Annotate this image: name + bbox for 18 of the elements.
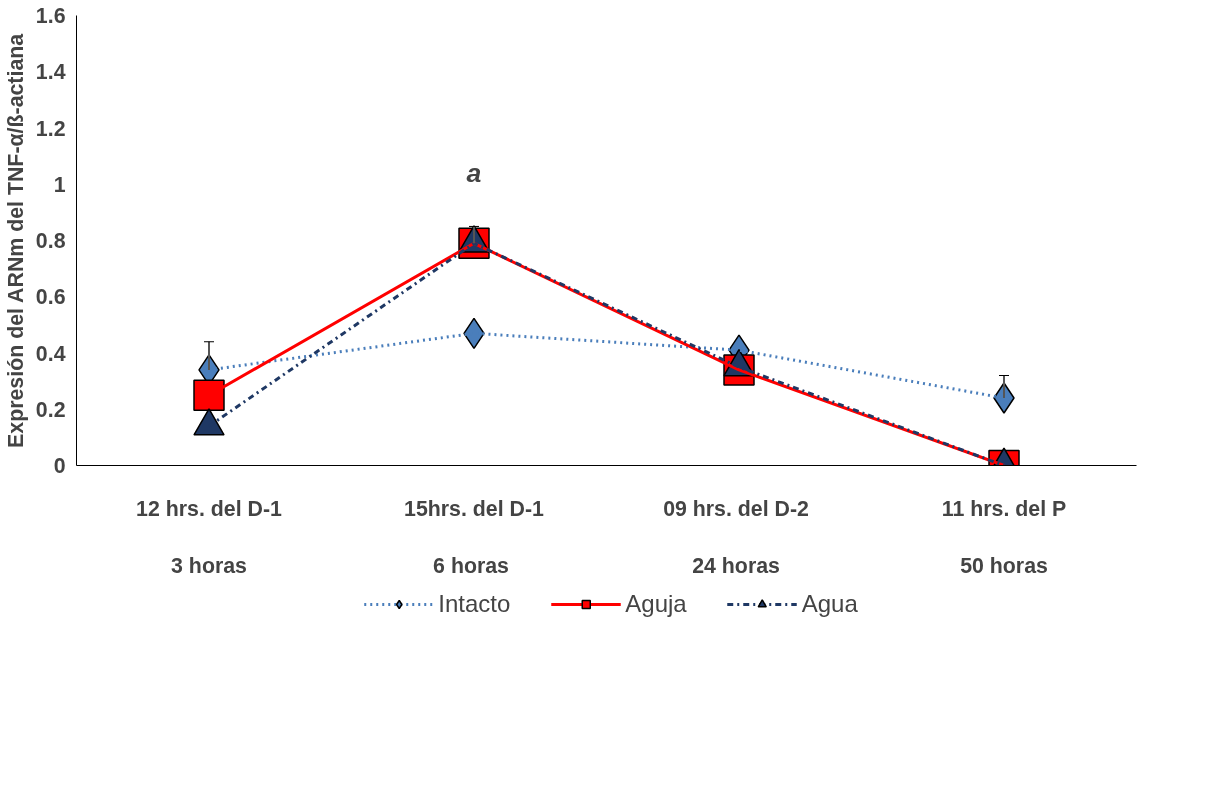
- y-tick-label: 0.8: [35, 229, 66, 253]
- legend-label: Agua: [801, 589, 858, 618]
- annotation: a: [466, 158, 482, 189]
- category-label: 15hrs. del D-1 6 horas: [404, 496, 544, 579]
- y-tick-label: 1: [53, 172, 66, 197]
- legend-label: Aguja: [625, 589, 687, 618]
- y-tick-label: 1.2: [35, 116, 66, 141]
- y-tick-label: 1.6: [35, 4, 66, 28]
- category-label: 12 hrs. del D-1 3 horas: [136, 496, 282, 579]
- y-tick-label: 1.4: [35, 60, 66, 85]
- y-tick-label: 0: [53, 454, 66, 478]
- y-tick-label: 0.6: [35, 285, 66, 310]
- y-tick-label: 0.4: [35, 341, 66, 366]
- legend-label: Intacto: [438, 589, 511, 618]
- category-label: 09 hrs. del D-2 24 horas: [663, 496, 809, 579]
- category-label: 11 hrs. del P 50 horas: [941, 496, 1067, 579]
- y-axis-title: Expresión del ARNm del TNF-α/ß-actiana: [3, 33, 28, 448]
- y-tick-label: 0.2: [35, 397, 66, 422]
